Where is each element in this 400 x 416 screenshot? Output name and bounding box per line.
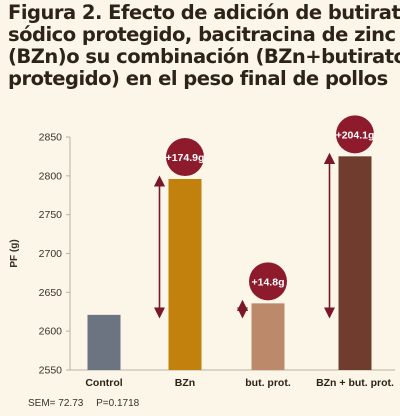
y-tick-label: 2650 xyxy=(39,287,63,299)
difference-badge xyxy=(166,138,204,177)
bar xyxy=(168,179,202,370)
chart-title: Figura 2. Efecto de adición de butirato … xyxy=(8,2,400,90)
y-tick-label: 2800 xyxy=(39,170,63,182)
bar xyxy=(251,303,285,370)
y-axis-label: PF (g) xyxy=(9,239,20,267)
y-tick-label: 2750 xyxy=(39,209,63,221)
y-tick-label: 2700 xyxy=(39,248,63,260)
title-line: Figura 2. Efecto de adición de butirato xyxy=(8,1,400,24)
p-value: P=0.1718 xyxy=(96,398,140,409)
difference-label: +14.8g xyxy=(252,276,285,288)
x-tick-label: Control xyxy=(85,377,122,389)
difference-label: +174.9g xyxy=(166,152,205,164)
title-line: sódico protegido, bacitracina de zinc xyxy=(8,23,396,46)
bar xyxy=(338,156,372,370)
y-tick-label: 2600 xyxy=(39,326,63,338)
x-tick-label: but. prot. xyxy=(245,377,291,389)
title-line: (BZn)o su combinación (BZn+butirato xyxy=(8,45,400,68)
x-tick-label: BZn xyxy=(175,377,195,389)
chart-footer: SEM= 72.73 P=0.1718 xyxy=(28,398,149,409)
difference-label: +204.1g xyxy=(336,129,375,141)
sem-value: SEM= 72.73 xyxy=(28,398,84,409)
x-tick-label: BZn + but. prot. xyxy=(316,377,394,389)
title-line: protegido) en el peso final de pollos xyxy=(8,67,388,90)
bar xyxy=(87,314,121,370)
y-tick-label: 2550 xyxy=(39,365,63,377)
difference-badge xyxy=(249,262,287,301)
y-tick-label: 2850 xyxy=(39,132,63,144)
difference-badge xyxy=(336,115,374,154)
